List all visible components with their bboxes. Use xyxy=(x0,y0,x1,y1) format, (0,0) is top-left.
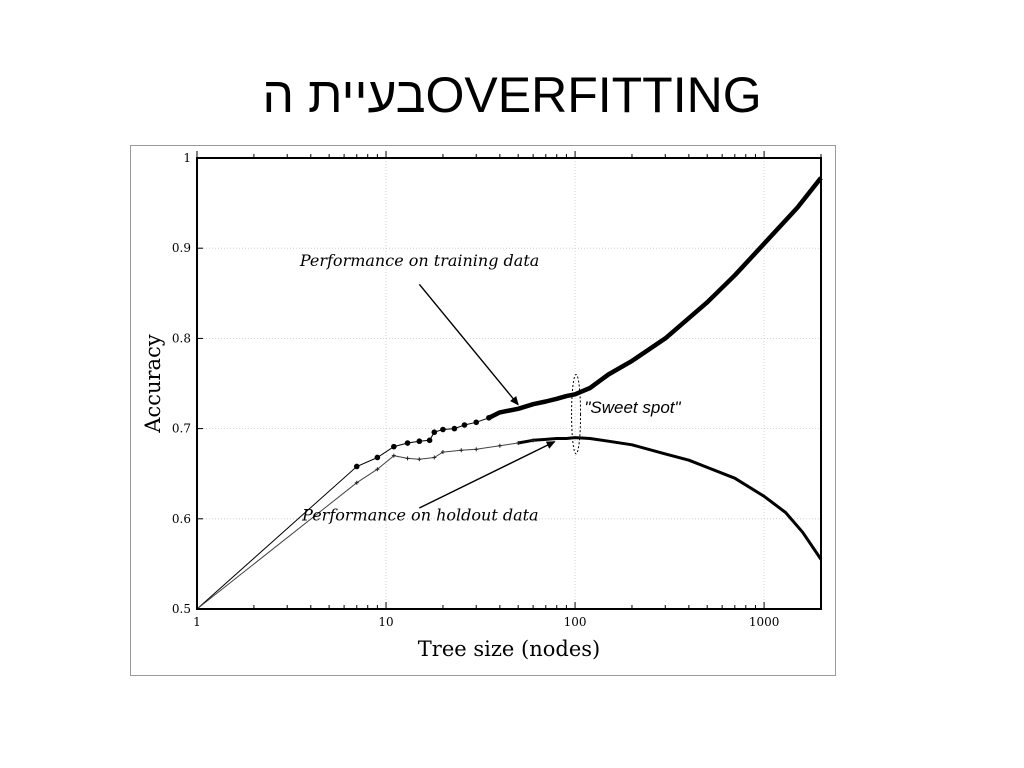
holdout-point xyxy=(497,443,502,448)
holdout-point xyxy=(459,448,464,453)
training-point xyxy=(431,429,438,436)
holdout-point xyxy=(417,457,422,462)
y-tick-label: 0.5 xyxy=(172,602,191,616)
training-point xyxy=(353,463,360,470)
holdout-point xyxy=(516,441,521,446)
holdout-point xyxy=(354,480,359,485)
slide-title: בעיית הOVERFITTING xyxy=(262,67,762,123)
training-arrow xyxy=(418,283,519,406)
training-series-line-dense xyxy=(487,176,823,420)
holdout-arrow xyxy=(419,441,556,509)
holdout-point xyxy=(375,467,380,472)
training-point xyxy=(391,443,397,450)
training-point xyxy=(426,437,433,444)
training-point xyxy=(404,440,411,446)
x-tick-label: 100 xyxy=(564,615,587,629)
x-axis-title: Tree size (nodes) xyxy=(418,637,600,661)
figure-frame: 0.5 0.6 0.7 0.8 0.9 1 1 10 100 1000 Tree size (no… xyxy=(130,145,836,676)
holdout-point xyxy=(432,455,437,460)
y-tick-label: 0.9 xyxy=(172,241,191,255)
plot-area-border xyxy=(196,157,822,610)
y-tick-label: 0.7 xyxy=(172,422,191,436)
series-layer xyxy=(196,176,823,610)
holdout-series-line-dense xyxy=(517,436,823,561)
holdout-annotation: Performance on holdout data xyxy=(301,506,538,525)
training-point xyxy=(473,419,480,426)
training-point xyxy=(374,454,381,461)
y-tick-label: 0.8 xyxy=(172,331,191,345)
holdout-point xyxy=(474,447,479,452)
training-point xyxy=(440,426,446,433)
x-tick-label: 10 xyxy=(378,615,393,629)
holdout-point xyxy=(440,450,445,455)
y-tick-label: 1 xyxy=(183,151,191,165)
training-point xyxy=(486,414,492,421)
sweet-spot-annotation: "Sweet spot" xyxy=(584,398,681,417)
x-tick-label: 1000 xyxy=(749,615,780,629)
holdout-series-line xyxy=(196,439,534,610)
accuracy-chart: 0.5 0.6 0.7 0.8 0.9 1 1 10 100 1000 Tree size (no… xyxy=(141,151,823,661)
training-point xyxy=(451,425,458,432)
training-point xyxy=(416,438,423,445)
training-point xyxy=(461,422,468,428)
y-axis-title: Accuracy xyxy=(141,334,165,434)
y-tick-label: 0.6 xyxy=(172,512,191,526)
x-tick-label: 1 xyxy=(193,615,201,629)
axis-ticks: 0.5 0.6 0.7 0.8 0.9 1 1 10 100 1000 xyxy=(172,151,822,629)
grid-lines xyxy=(197,157,821,610)
holdout-point xyxy=(391,453,396,458)
holdout-point xyxy=(405,456,410,461)
training-annotation: Performance on training data xyxy=(299,251,539,270)
sweet-spot-ellipse xyxy=(571,373,582,455)
holdout-point xyxy=(531,438,536,443)
